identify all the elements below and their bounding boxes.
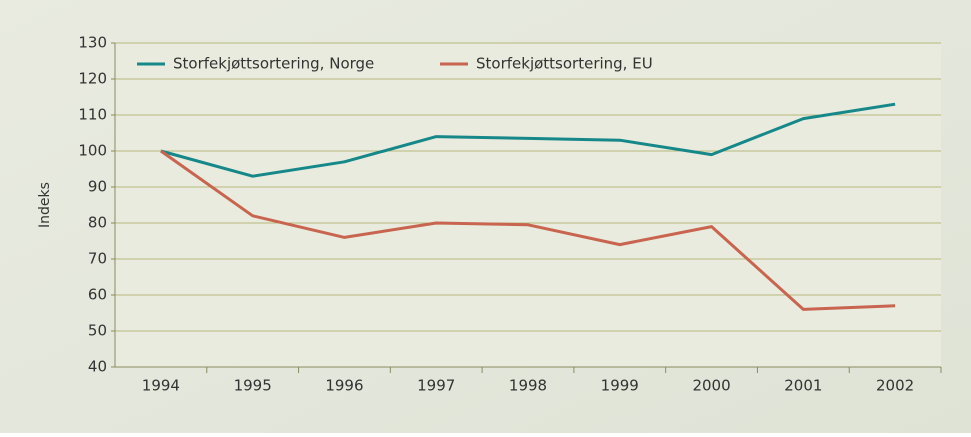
y-tick-label: 40: [88, 358, 107, 376]
plot-area: [115, 43, 941, 367]
x-tick-label: 1998: [509, 377, 547, 395]
x-tick-label: 1996: [325, 377, 363, 395]
y-tick-label: 100: [78, 142, 107, 160]
y-tick-label: 80: [88, 214, 107, 232]
y-tick-label: 50: [88, 322, 107, 340]
y-tick-label: 130: [78, 34, 107, 52]
legend-label: Storfekjøttsortering, EU: [476, 55, 653, 73]
x-tick-label: 2002: [876, 377, 914, 395]
y-tick-label: 120: [78, 70, 107, 88]
y-axis-label: Indeks: [37, 182, 53, 228]
series-line: [160, 149, 896, 311]
x-tick-label: 2000: [692, 377, 730, 395]
y-tick-label: 70: [88, 250, 107, 268]
x-tick-label: 2001: [784, 377, 822, 395]
y-tick-label: 90: [88, 178, 107, 196]
x-tick-label: 1999: [601, 377, 639, 395]
x-tick-label: 1997: [417, 377, 455, 395]
x-tick-label: 1995: [234, 377, 272, 395]
y-tick-label: 110: [78, 106, 107, 124]
y-tick-label: 60: [88, 286, 107, 304]
series-line: [160, 102, 896, 178]
x-tick-label: 1994: [142, 377, 180, 395]
legend-label: Storfekjøttsortering, Norge: [173, 55, 374, 73]
